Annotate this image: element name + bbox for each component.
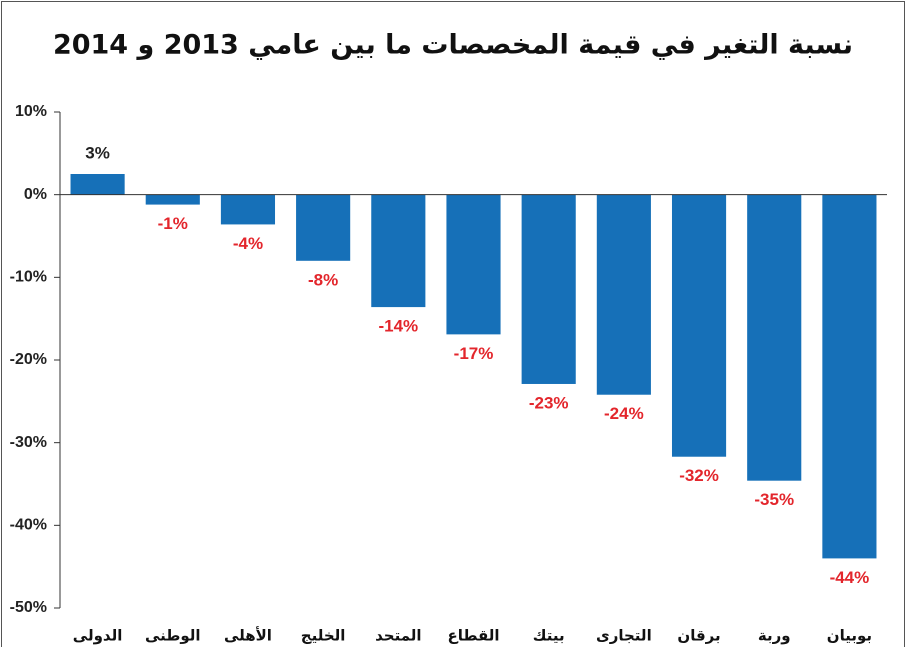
bar [220, 194, 276, 225]
bar [521, 194, 576, 384]
x-tick-label: الخليج [301, 627, 346, 645]
x-tick-label: الدولى [73, 627, 123, 645]
x-tick-label: الأهلى [224, 627, 272, 645]
chart-title: نسبة التغير في قيمة المخصصات ما بين عامي… [53, 30, 853, 61]
bar [671, 194, 727, 457]
bar [446, 194, 501, 335]
x-tick-label: المتحد [375, 627, 421, 645]
x-tick-label: بوبيان [827, 627, 872, 645]
bar [747, 194, 802, 481]
data-label: -14% [378, 317, 418, 336]
x-tick-label: القطاع [447, 627, 499, 645]
y-tick-label: -10% [10, 269, 47, 286]
bar [822, 194, 877, 559]
x-tick-label: وربة [758, 627, 791, 645]
data-label: -4% [233, 234, 263, 253]
x-tick-label: بيتك [533, 627, 565, 645]
data-label: -32% [679, 466, 719, 485]
y-tick-label: -30% [10, 434, 47, 451]
y-tick-label: -20% [10, 351, 47, 368]
data-label: 3% [85, 143, 110, 162]
bar [145, 194, 200, 205]
x-tick-label: الوطنى [145, 627, 201, 645]
data-label: -35% [754, 490, 794, 509]
y-tick-label: -40% [10, 517, 47, 534]
bar [296, 194, 351, 261]
bar [371, 194, 426, 308]
y-tick-label: 0% [24, 186, 47, 203]
y-tick-label: -50% [10, 599, 47, 616]
data-label: -17% [454, 344, 494, 363]
data-label: -23% [529, 393, 569, 412]
data-label: -24% [604, 404, 644, 423]
data-label: -8% [308, 270, 338, 289]
x-tick-label: التجارى [596, 627, 652, 645]
bar [596, 194, 651, 395]
data-label: -1% [158, 214, 188, 233]
bar [70, 174, 125, 195]
y-tick-label: 10% [15, 103, 47, 120]
x-tick-label: برقان [677, 627, 720, 645]
data-label: -44% [830, 568, 870, 587]
